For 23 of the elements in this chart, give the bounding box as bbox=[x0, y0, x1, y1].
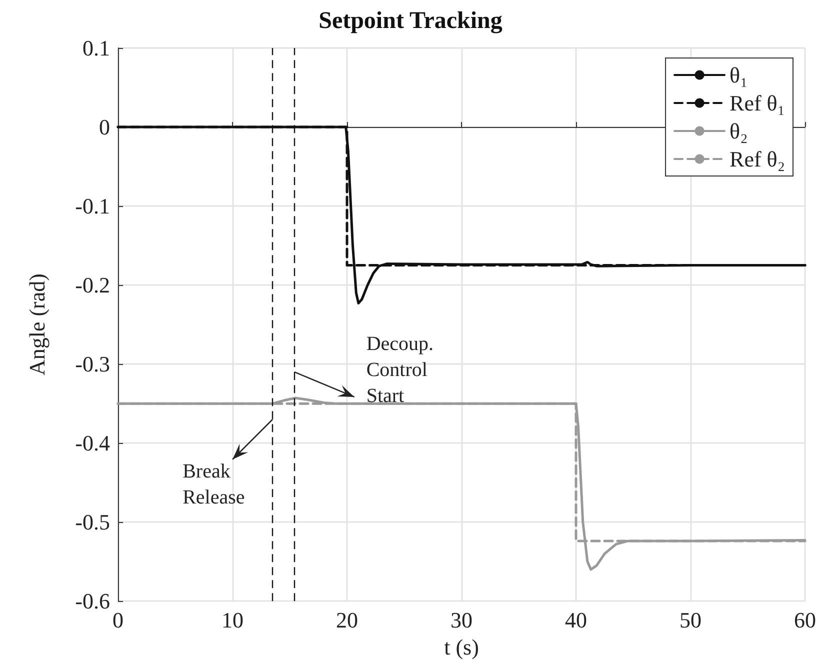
y-tick-label: -0.4 bbox=[75, 430, 110, 456]
y-tick-label: -0.6 bbox=[75, 588, 110, 614]
y-tick-label: -0.3 bbox=[75, 352, 110, 377]
y-tick-label: 0.1 bbox=[82, 36, 110, 60]
x-tick-label: 40 bbox=[565, 608, 587, 633]
x-tick-label: 10 bbox=[222, 608, 244, 633]
annotation: Decoup. Control Start bbox=[366, 332, 434, 407]
y-tick-label: -0.1 bbox=[75, 194, 110, 219]
y-tick-label: -0.5 bbox=[75, 510, 110, 535]
y-tick-label: -0.2 bbox=[75, 272, 110, 298]
x-tick-label: 50 bbox=[680, 608, 702, 633]
legend-label: Ref θ₂ bbox=[730, 146, 786, 172]
x-tick-label: 60 bbox=[794, 608, 816, 633]
annotation: Break Release bbox=[182, 460, 245, 508]
x-tick-label: 20 bbox=[336, 608, 358, 633]
chart-title: Setpoint Tracking bbox=[318, 8, 502, 34]
legend-label: θ₂ bbox=[730, 118, 748, 144]
x-axis-title: t (s) bbox=[444, 634, 479, 660]
x-tick-label: 30 bbox=[450, 608, 472, 633]
legend-label: θ₁ bbox=[730, 62, 748, 88]
y-axis-title: Angle (rad) bbox=[24, 274, 50, 376]
y-tick-label: 0 bbox=[99, 114, 110, 140]
legend-label: Ref θ₁ bbox=[730, 90, 786, 116]
